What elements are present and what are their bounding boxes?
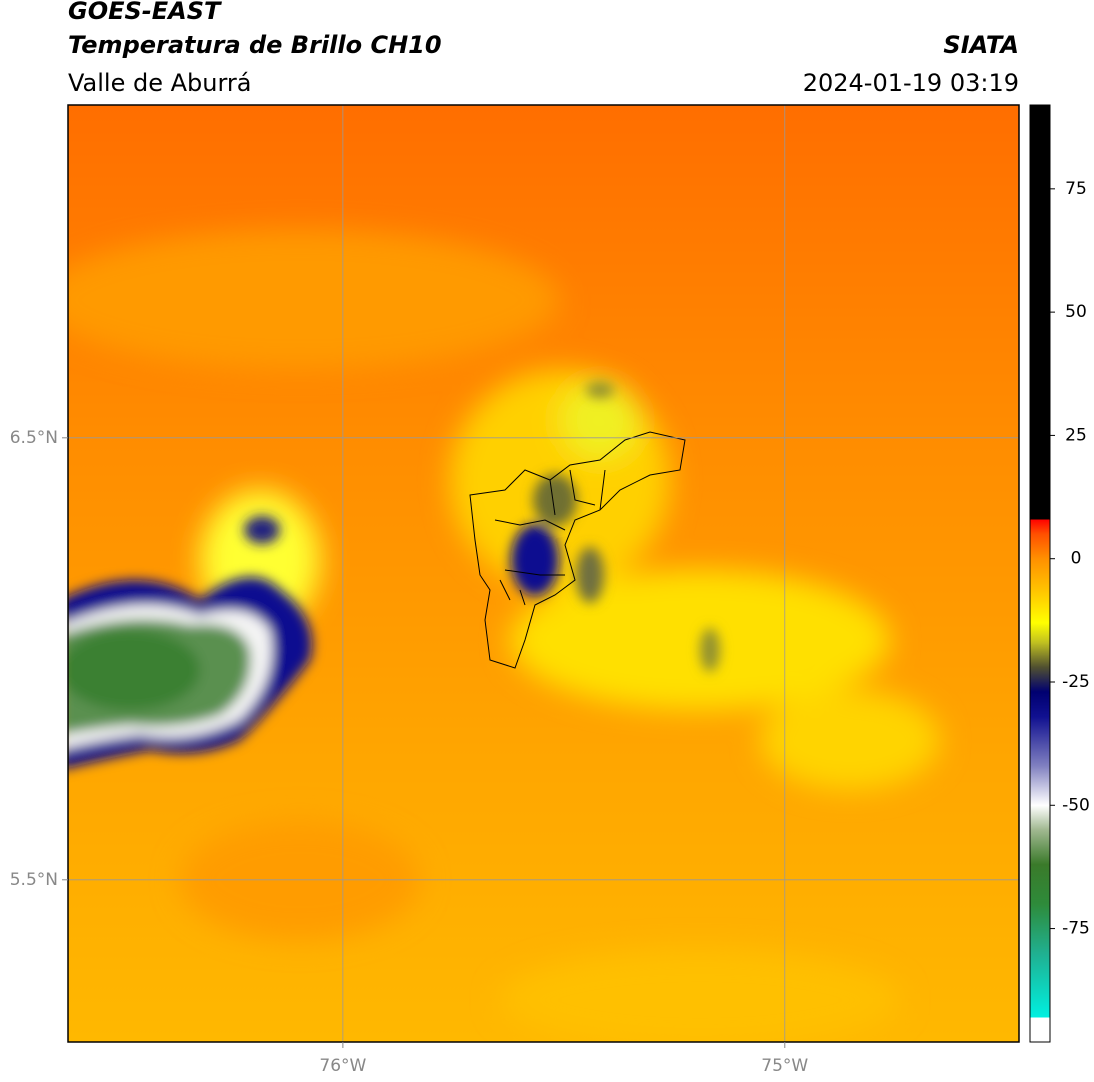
product: Temperatura de Brillo CH10 (68, 31, 442, 59)
colorbar-label: -50 (1062, 795, 1090, 815)
colorbar-label: 25 (1065, 425, 1087, 445)
field (68, 105, 1019, 1042)
x-tick-label: 75°W (761, 1056, 808, 1076)
satellite: GOES-EAST (68, 0, 222, 25)
region: Valle de Aburrá (68, 69, 252, 97)
colorbar (1029, 104, 1051, 1043)
map-frame (67, 104, 1020, 1043)
x-tick-label: 76°W (319, 1056, 366, 1076)
y-tick-label: 6.5°N (10, 428, 58, 448)
colorbar-label: 0 (1071, 549, 1082, 569)
colorbar-label: -75 (1062, 919, 1090, 939)
colorbar-label: -25 (1062, 672, 1090, 692)
y-tick-label: 5.5°N (10, 870, 58, 890)
colorbar-label: 75 (1065, 179, 1087, 199)
colorbar-label: 50 (1065, 302, 1087, 322)
source: SIATA (943, 31, 1019, 59)
graticule (68, 105, 1019, 1042)
datetime: 2024-01-19 03:19 (803, 69, 1019, 97)
